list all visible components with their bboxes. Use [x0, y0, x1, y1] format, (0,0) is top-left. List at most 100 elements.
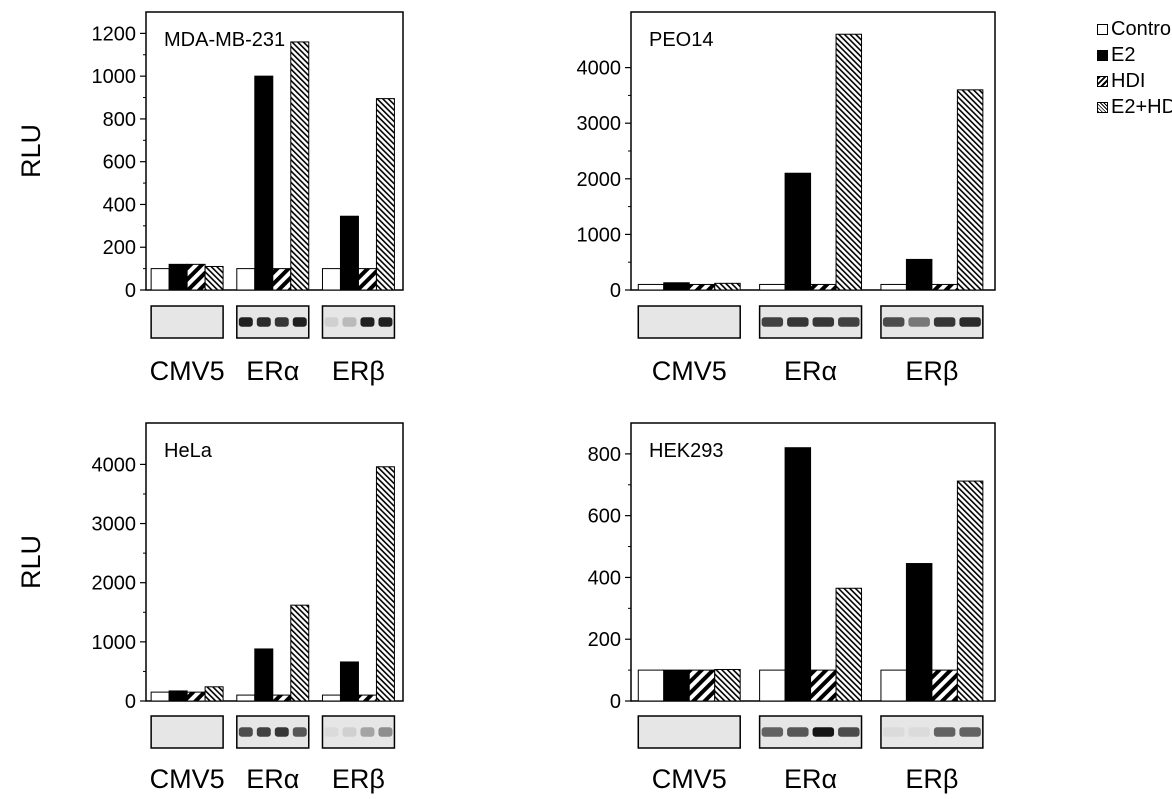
blot-band	[378, 727, 393, 737]
y-tick-label: 0	[610, 691, 621, 713]
bar-hdi	[186, 263, 206, 291]
bar-e2	[168, 263, 188, 291]
bar-e2-hdi	[290, 41, 310, 291]
legend-label-control: Control	[1111, 18, 1172, 40]
blot-band	[360, 727, 375, 737]
panel-title: HeLa	[164, 440, 213, 462]
x-category-label: CMV5	[150, 356, 225, 386]
blot-band	[342, 317, 357, 327]
bar-hdi	[688, 283, 716, 291]
blot-band	[761, 727, 784, 737]
western-blot	[637, 715, 741, 749]
plot-frame	[630, 422, 996, 702]
y-tick-label: 400	[103, 194, 136, 216]
blot-band	[256, 727, 271, 737]
blot-band	[274, 727, 289, 737]
bar-control	[321, 694, 341, 702]
bar-e2	[339, 661, 359, 702]
bar-e2-hdi	[714, 668, 741, 702]
y-tick-label: 0	[125, 691, 136, 713]
y-axis-label: RLU	[16, 124, 46, 178]
y-tick-label: 1200	[92, 23, 137, 45]
blot-band	[342, 727, 357, 737]
bar-e2-hdi	[375, 98, 395, 291]
blot-band	[378, 317, 393, 327]
blot-band	[959, 727, 981, 737]
y-tick-label: 2000	[577, 169, 622, 191]
bar-e2-hdi	[375, 466, 395, 702]
blot-band	[360, 317, 375, 327]
bar-control	[880, 669, 907, 702]
blot-band	[908, 727, 930, 737]
blot-band	[882, 727, 905, 737]
y-tick-label: 4000	[577, 58, 622, 80]
x-category-label: ERα	[246, 356, 299, 386]
blot-band	[274, 317, 289, 327]
bar-e2	[784, 172, 812, 291]
x-category-label: ERβ	[332, 764, 385, 794]
bar-hdi	[810, 283, 837, 291]
legend-swatch-e2hdi	[1097, 101, 1108, 113]
y-tick-label: 200	[588, 629, 621, 651]
blot-band	[882, 317, 905, 327]
bar-hdi	[688, 669, 716, 702]
legend-swatch-hdi	[1097, 75, 1108, 87]
blot-band	[838, 727, 860, 737]
blot-band	[933, 727, 956, 737]
legend-swatch-e2	[1097, 49, 1108, 61]
bar-control	[150, 268, 170, 291]
y-tick-label: 1000	[577, 224, 622, 246]
x-category-label: CMV5	[150, 764, 225, 794]
bar-control	[236, 268, 256, 291]
y-tick-label: 3000	[92, 514, 137, 536]
x-category-label: CMV5	[652, 764, 727, 794]
y-tick-label: 1000	[92, 66, 137, 88]
bar-e2	[784, 447, 812, 702]
legend-item-control: Control	[1097, 16, 1172, 42]
bar-e2	[339, 215, 359, 291]
bar-hdi	[357, 694, 377, 702]
blot-band	[933, 317, 956, 327]
chart-panel-4: 0 200 400 600 800 HEK293 CMV5 ERα ERβ	[588, 422, 996, 794]
blot-band	[959, 317, 981, 327]
bar-control	[637, 283, 665, 291]
western-blot	[637, 305, 741, 339]
y-tick-label: 3000	[577, 113, 622, 135]
legend: Control E2 HDI E2+HDI	[1097, 16, 1172, 120]
plot-frame	[630, 11, 996, 291]
blot-band	[292, 727, 307, 737]
bar-e2-hdi	[835, 33, 863, 291]
chart-panel-2: 0 1000 2000 3000 4000 PEO14 CMV5 ERα ERβ	[577, 11, 996, 386]
y-tick-label: 600	[588, 506, 621, 528]
bar-e2	[905, 258, 933, 291]
y-tick-label: 4000	[92, 454, 137, 476]
bar-e2-hdi	[835, 587, 863, 702]
bar-hdi	[186, 691, 206, 702]
legend-item-e2hdi: E2+HDI	[1097, 94, 1172, 120]
bar-e2	[168, 690, 188, 702]
x-category-label: ERα	[246, 764, 299, 794]
bar-e2-hdi	[956, 480, 984, 702]
bar-control	[150, 691, 170, 702]
western-blot	[150, 305, 224, 339]
x-category-label: ERβ	[332, 356, 385, 386]
y-tick-label: 800	[103, 109, 136, 131]
bar-e2-hdi	[956, 89, 984, 291]
bar-control	[637, 669, 665, 702]
x-category-label: ERβ	[905, 356, 958, 386]
legend-item-e2: E2	[1097, 42, 1171, 68]
y-tick-label: 200	[103, 237, 136, 259]
panel-title: MDA-MB-231	[164, 29, 285, 51]
legend-label-e2: E2	[1111, 44, 1136, 66]
y-tick-label: 0	[125, 280, 136, 302]
y-axis-label: RLU	[16, 535, 46, 589]
bar-e2-hdi	[714, 282, 741, 291]
blot-band	[812, 317, 835, 327]
bar-hdi	[357, 268, 377, 291]
legend-label-hdi: HDI	[1111, 70, 1146, 92]
legend-item-hdi: HDI	[1097, 68, 1171, 94]
x-category-label: ERβ	[905, 764, 958, 794]
panel-title: HEK293	[649, 440, 724, 462]
